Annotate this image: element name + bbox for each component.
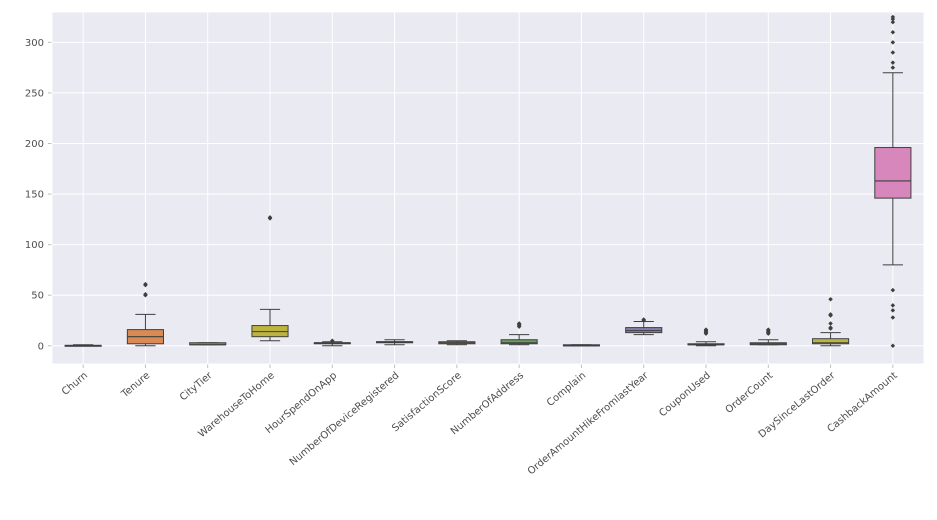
x-tick-label-group: Tenure	[119, 370, 152, 400]
x-tick-label: CouponUsed	[657, 370, 713, 419]
x-tick-label-group: CashbackAmount	[825, 370, 899, 435]
x-tick-label-group: CouponUsed	[657, 370, 713, 419]
x-tick-label-group: OrderCount	[724, 370, 776, 416]
x-tick-label: CityTier	[178, 370, 215, 404]
x-tick-label-group: Complain	[545, 370, 588, 409]
x-tick-label-group: Churn	[60, 370, 90, 398]
x-tick-label-group: CityTier	[178, 370, 215, 404]
plot-background	[52, 12, 924, 364]
box-group	[190, 343, 226, 345]
y-tick-label: 250	[25, 88, 44, 99]
x-tick-label-group: OrderAmountHikeFromlastYear	[526, 370, 651, 478]
y-tick-label: 200	[25, 139, 44, 150]
y-tick-label: 300	[25, 38, 44, 49]
box-group	[65, 345, 101, 347]
x-tick-label: Tenure	[119, 370, 152, 400]
box-group	[563, 345, 599, 346]
box-rect	[875, 148, 911, 199]
x-tick-label: OrderAmountHikeFromlastYear	[526, 370, 651, 478]
x-tick-label: CashbackAmount	[825, 370, 899, 435]
x-tick-label: NumberOfDeviceRegistered	[288, 370, 402, 468]
x-tick-label: Churn	[60, 370, 90, 398]
y-tick-label: 0	[38, 341, 44, 352]
x-tick-label: Complain	[545, 370, 588, 409]
y-tick-label: 150	[25, 190, 44, 201]
x-tick-label-group: NumberOfDeviceRegistered	[288, 370, 402, 468]
x-tick-label: OrderCount	[724, 370, 776, 416]
y-tick-label: 50	[31, 291, 44, 302]
box-group	[439, 341, 475, 345]
y-tick-label: 100	[25, 240, 44, 251]
chart-svg: 050100150200250300ChurnTenureCityTierWar…	[0, 0, 937, 520]
boxplot-chart: 050100150200250300ChurnTenureCityTierWar…	[0, 0, 937, 520]
